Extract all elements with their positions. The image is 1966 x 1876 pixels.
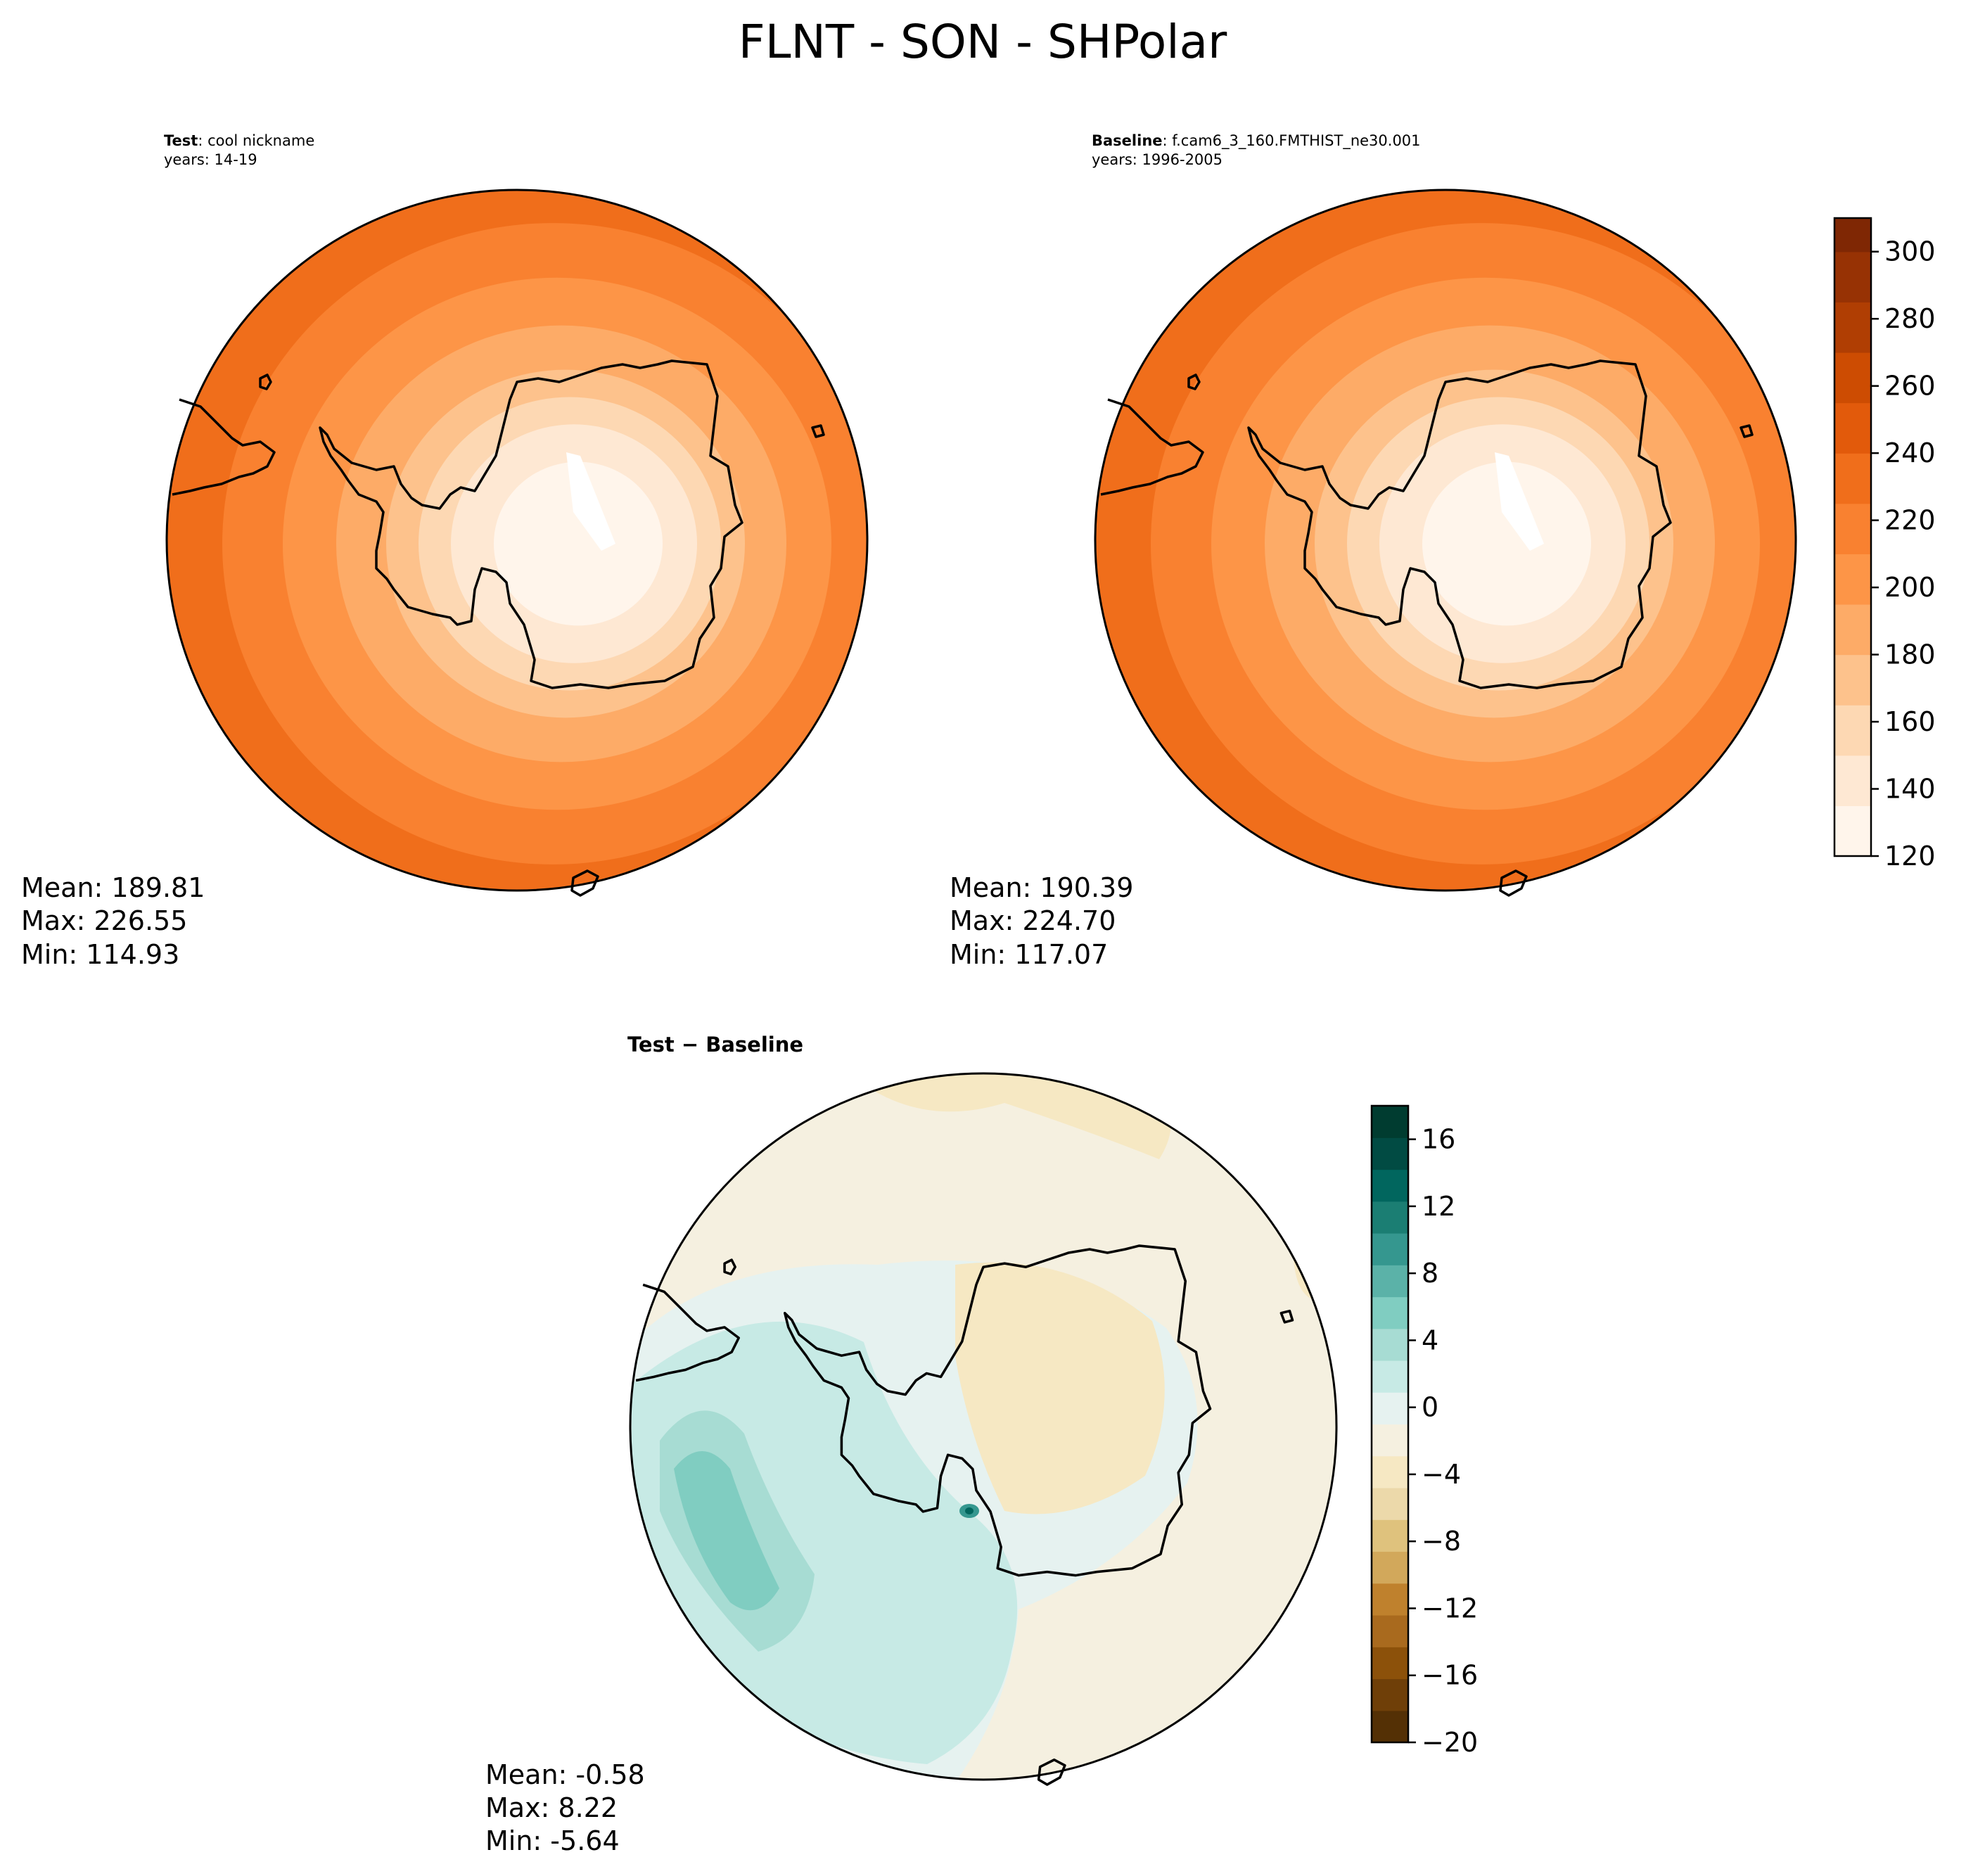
panel-test-field <box>167 190 867 891</box>
contour-band <box>494 461 663 626</box>
panel-difference-title: Test − Baseline <box>627 1033 803 1057</box>
contour-band <box>955 1262 1165 1514</box>
colorbar-segment <box>1834 805 1871 857</box>
colorbar-segment <box>1834 705 1871 756</box>
colorbar-segment <box>1372 1519 1408 1552</box>
contour-band <box>965 1507 974 1514</box>
colorbar-segment <box>1372 1328 1408 1361</box>
panel-baseline-min: Min: 117.07 <box>950 939 1108 970</box>
colorbar-segment <box>1372 1455 1408 1488</box>
colorbar-segment <box>1372 1233 1408 1265</box>
colorbar-tick-label: 260 <box>1884 371 1936 402</box>
panel-baseline-mean: Mean: 190.39 <box>950 872 1133 903</box>
colorbar-tick-label: 300 <box>1884 236 1936 267</box>
colorbar-tick-label: −12 <box>1422 1593 1478 1623</box>
colorbar-segment <box>1372 1615 1408 1647</box>
figure-title: FLNT - SON - SHPolar <box>739 15 1227 69</box>
colorbar-segment <box>1834 302 1871 353</box>
colorbar-segment <box>1372 1488 1408 1520</box>
colorbar-tick-label: 220 <box>1884 505 1936 536</box>
contour-band <box>566 452 615 551</box>
colorbar-tick-label: 240 <box>1884 438 1936 468</box>
panel-baseline-max: Max: 224.70 <box>950 905 1116 936</box>
colorbar-tick-label: −4 <box>1422 1459 1461 1490</box>
colorbar-frame <box>1370 1104 1410 1744</box>
colorbar-segment <box>1834 554 1871 605</box>
panel-baseline-title: Baseline: f.cam6_3_160.FMTHIST_ne30.001 <box>1092 132 1421 150</box>
colorbar-tick-label: −20 <box>1422 1727 1478 1758</box>
colorbar-segment <box>1372 1551 1408 1584</box>
panel-test-years: years: 14-19 <box>164 151 257 168</box>
panel-baseline-years: years: 1996-2005 <box>1092 151 1223 168</box>
colorbar-segment <box>1372 1137 1408 1170</box>
colorbar-segment <box>1372 1392 1408 1425</box>
colorbar-frame <box>1833 217 1872 857</box>
colorbar-tick-label: 0 <box>1422 1392 1438 1423</box>
colorbar-segment <box>1834 218 1871 253</box>
colorbar-segment <box>1372 1583 1408 1616</box>
colorbar-tick-label: −8 <box>1422 1526 1461 1557</box>
panel-test-map-boundary <box>165 189 869 892</box>
colorbar-tick-label: 180 <box>1884 639 1936 670</box>
colorbar-segment <box>1834 402 1871 454</box>
colorbar-segment <box>1372 1201 1408 1234</box>
colorbar-segment <box>1372 1424 1408 1457</box>
diff-colorbar: −20 −16 −12 −8 −4 0 4 8 12 16 <box>1370 1104 1478 1758</box>
panel-difference-map-boundary <box>629 1072 1338 1781</box>
colorbar-segment <box>1372 1360 1408 1393</box>
colorbar-segment <box>1834 755 1871 806</box>
panel-difference-field <box>630 1073 1336 1780</box>
abs-colorbar: 120 140 160 180 200 220 240 260 280 300 <box>1833 217 1936 872</box>
colorbar-segment <box>1372 1106 1408 1138</box>
colorbar-segment <box>1372 1710 1408 1743</box>
colorbar-segment <box>1834 352 1871 404</box>
panel-test-max: Max: 226.55 <box>21 905 187 936</box>
colorbar-segment <box>1372 1265 1408 1298</box>
panel-difference-min: Min: -5.64 <box>485 1825 620 1856</box>
colorbar-tick-label: 200 <box>1884 572 1936 603</box>
colorbar-tick-label: 12 <box>1422 1191 1455 1222</box>
panel-difference-max: Max: 8.22 <box>485 1792 618 1823</box>
contour-band <box>843 1073 1171 1159</box>
panel-baseline-map-boundary <box>1094 189 1797 892</box>
panel-baseline: Baseline: f.cam6_3_160.FMTHIST_ne30.001 … <box>950 132 1936 970</box>
panel-baseline-field <box>1095 190 1796 891</box>
colorbar-segment <box>1372 1169 1408 1202</box>
panel-difference-mean: Mean: -0.58 <box>485 1759 645 1790</box>
colorbar-segment <box>1834 654 1871 706</box>
panel-test-mean: Mean: 189.81 <box>21 872 205 903</box>
colorbar-tick-label: −16 <box>1422 1660 1478 1691</box>
colorbar-segment <box>1372 1647 1408 1680</box>
panel-test: Test: cool nickname years: 14-19 Mean: 1… <box>21 132 869 970</box>
colorbar-segment <box>1834 251 1871 302</box>
colorbar-segment <box>1834 604 1871 656</box>
colorbar-segment <box>1372 1678 1408 1711</box>
colorbar-tick-label: 8 <box>1422 1258 1438 1289</box>
colorbar-tick-label: 280 <box>1884 303 1936 334</box>
colorbar-tick-label: 160 <box>1884 706 1936 737</box>
colorbar-tick-label: 16 <box>1422 1124 1455 1155</box>
panel-test-min: Min: 114.93 <box>21 939 179 970</box>
colorbar-segment <box>1372 1296 1408 1329</box>
colorbar-segment <box>1834 503 1871 554</box>
contour-band <box>1422 461 1591 626</box>
contour-band <box>674 1451 779 1611</box>
contour-band <box>1495 452 1544 551</box>
colorbar-tick-label: 120 <box>1884 841 1936 872</box>
panel-difference: Test − Baseline Mean: -0.58 Max: 8.22 Mi… <box>485 1033 1478 1856</box>
colorbar-segment <box>1834 453 1871 504</box>
colorbar-tick-label: 140 <box>1884 774 1936 805</box>
panel-test-title: Test: cool nickname <box>164 132 314 149</box>
colorbar-tick-label: 4 <box>1422 1325 1438 1355</box>
